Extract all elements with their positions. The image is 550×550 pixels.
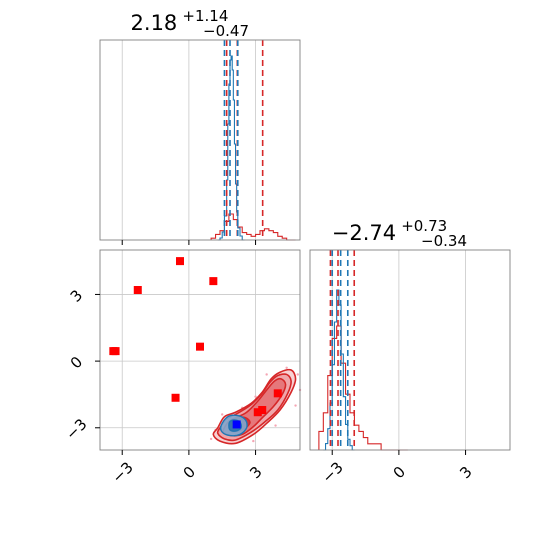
- scatter-ytick-label-2: 3: [67, 286, 86, 305]
- title-2-minus: −0.34: [421, 232, 467, 250]
- grid-layer: [100, 40, 466, 450]
- hist-y-panel: [318, 250, 408, 451]
- cloud-point-14: [294, 404, 297, 407]
- scatter-marker-red-2: [133, 286, 142, 294]
- scatter-panel: [109, 257, 302, 445]
- hist-x-hist-blue: [217, 55, 245, 241]
- scatter-marker-red-9: [253, 408, 262, 417]
- scatter-marker-red-7: [273, 389, 282, 398]
- hist-y-xtick-label-0: −3: [319, 458, 347, 486]
- scatter-ytick-label-1: 0: [67, 353, 86, 372]
- title-param-1: 2.18 +1.14 −0.47: [131, 6, 249, 40]
- cloud-point-16: [252, 439, 255, 443]
- scatter-marker-red-6: [171, 393, 180, 402]
- scatter-marker-red-1: [111, 347, 120, 356]
- scatter-marker-red-5: [196, 342, 204, 351]
- cloud-point-8: [285, 366, 288, 369]
- scatter-xtick-label-0: −3: [109, 458, 137, 486]
- cloud-point-10: [254, 395, 257, 398]
- scatter-marker-red-3: [176, 257, 184, 266]
- title-1-plus: +1.14: [182, 7, 228, 25]
- title-2-plus: +0.73: [401, 217, 447, 235]
- cloud-point-9: [265, 373, 268, 376]
- scatter-marker-red-4: [209, 277, 218, 286]
- scatter-frame: [99, 249, 301, 451]
- hist-x-frame: [99, 39, 301, 241]
- cloud-point-17: [274, 424, 277, 427]
- cloud-point-7: [296, 373, 299, 376]
- scatter-marker-red-8: [258, 406, 267, 414]
- cloud-point-15: [209, 437, 213, 441]
- scatter-xtick-label-2: 3: [246, 463, 265, 482]
- title-1-median: 2.18: [131, 11, 178, 35]
- title-1-minus: −0.47: [203, 22, 249, 40]
- hist-x-panel: [210, 40, 296, 241]
- hist-y-frame: [309, 249, 511, 451]
- hist-y-xtick-label-1: 0: [390, 463, 409, 482]
- scatter-ytick-label-0: −3: [62, 415, 90, 443]
- title-param-2: −2.74 +0.73 −0.34: [332, 216, 467, 250]
- hist-y-hist-blue: [323, 289, 355, 451]
- scatter-marker-blue: [232, 420, 241, 429]
- hist-y-xtick-label-2: 3: [456, 463, 475, 482]
- cloud-point-12: [221, 413, 224, 416]
- hist-x-hist-red: [210, 213, 296, 241]
- scatter-xtick-label-1: 0: [180, 463, 199, 482]
- title-2-median: −2.74: [332, 221, 396, 245]
